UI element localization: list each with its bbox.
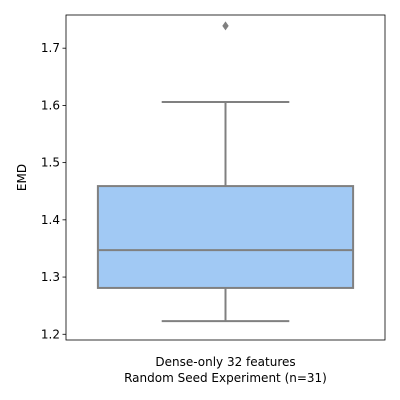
y-tick-label: 1.7 [41, 41, 60, 55]
plot-frame [65, 14, 386, 341]
outlier-point [222, 21, 229, 31]
y-tick-label: 1.4 [41, 213, 60, 227]
x-category-label-line: Dense-only 32 features [155, 355, 295, 369]
y-axis-ticks: 1.2 1.3 1.4 1.5 1.6 1.7 [41, 41, 66, 341]
y-tick-label: 1.5 [41, 156, 60, 170]
y-tick-label: 1.6 [41, 98, 60, 112]
interquartile-box [96, 185, 355, 289]
y-tick-label: 1.2 [41, 327, 60, 341]
x-category-label: Dense-only 32 features Random Seed Experi… [124, 355, 327, 385]
y-tick-label: 1.3 [41, 270, 60, 284]
box-plot-series [96, 21, 355, 323]
x-category-label-line: Random Seed Experiment (n=31) [124, 371, 327, 385]
y-axis-label: EMD [15, 164, 29, 191]
